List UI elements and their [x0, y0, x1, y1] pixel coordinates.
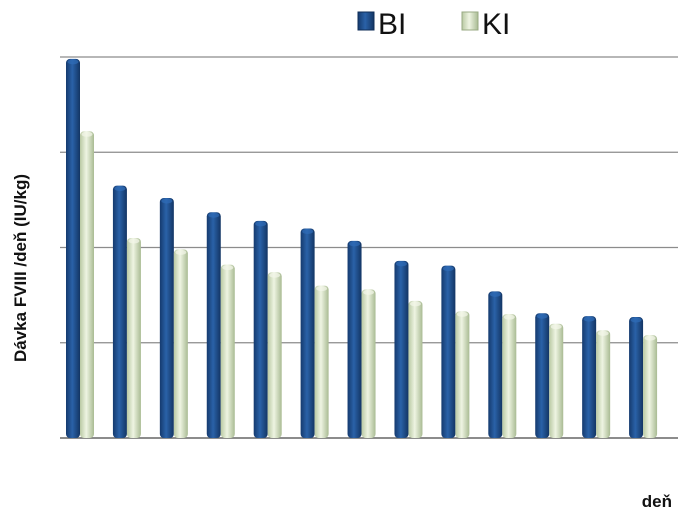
bar-bi-cap — [67, 59, 79, 65]
bar-bi — [582, 316, 597, 438]
bar-bi — [206, 212, 221, 438]
bar-ki — [455, 311, 470, 438]
bar-ki — [408, 300, 423, 438]
bar-bi-cap — [395, 261, 407, 267]
bar-ki-cap — [363, 289, 375, 295]
bar-bi-cap — [302, 228, 314, 234]
bar-bi-body — [488, 291, 503, 438]
y-axis-title: Dávka FVIII /deň (IU/kg) — [11, 174, 30, 362]
bar-bi-cap — [161, 198, 173, 204]
bar-bi — [347, 240, 362, 438]
bar-bi-body — [159, 197, 174, 438]
legend-label-bi: BI — [378, 8, 406, 41]
bar-bi-cap — [208, 212, 220, 218]
bar-ki — [220, 264, 235, 438]
bar-ki-cap — [409, 301, 421, 307]
bar-ki-cap — [128, 238, 140, 244]
bar-ki-cap — [644, 335, 656, 341]
bar-bi — [253, 220, 268, 438]
legend-item-bi: BI — [357, 8, 406, 41]
bar-bi-body — [582, 316, 597, 438]
bar-ki-cap — [316, 286, 328, 292]
bar-ki — [314, 285, 329, 438]
bar-ki-body — [314, 285, 329, 438]
bars — [66, 58, 658, 439]
bar-bi-body — [347, 240, 362, 438]
legend-swatch-ki — [461, 11, 479, 31]
bar-bi-cap — [255, 221, 267, 227]
bar-bi-body — [394, 260, 409, 438]
bar-bi-cap — [114, 186, 126, 192]
bar-bi-cap — [349, 241, 361, 247]
bar-ki — [643, 335, 658, 438]
bar-bi-body — [112, 185, 127, 438]
bar-ki-body — [173, 249, 188, 438]
bar-ki — [361, 289, 376, 438]
bar-ki — [596, 330, 611, 438]
bar-ki-body — [549, 323, 564, 438]
bar-bi-cap — [536, 313, 548, 319]
bar-ki-cap — [503, 314, 515, 320]
bar-bi — [535, 313, 550, 438]
bar-ki-cap — [175, 249, 187, 255]
bar-ki-body — [502, 314, 517, 438]
legend: BI KI — [357, 8, 510, 41]
bar-bi-cap — [442, 266, 454, 272]
bar-bi-body — [441, 265, 456, 438]
bar-ki-body — [455, 311, 470, 438]
bar-bi-cap — [489, 291, 501, 297]
bar-ki-cap — [597, 330, 609, 336]
bar-bi-body — [300, 228, 315, 438]
bar-bi — [112, 185, 127, 438]
bar-ki-body — [267, 272, 282, 438]
bar-ki — [267, 272, 282, 438]
bar-ki-body — [80, 131, 94, 439]
bar-bi-body — [66, 58, 80, 438]
bar-bi-body — [535, 313, 550, 438]
bar-bi-cap — [583, 316, 595, 322]
legend-label-ki: KI — [482, 8, 510, 41]
bar-ki-body — [596, 330, 611, 438]
bar-bi — [394, 260, 409, 438]
bar-ki-body — [408, 300, 423, 438]
bar-bi — [159, 197, 174, 438]
bar-ki-body — [126, 237, 141, 438]
bar-ki-cap — [269, 272, 281, 278]
bar-bi — [629, 317, 644, 438]
bar-ki-body — [643, 335, 658, 438]
bar-ki-body — [361, 289, 376, 438]
bar-ki-body — [220, 264, 235, 438]
bar-bi-cap — [630, 317, 642, 323]
bar-bi — [300, 228, 315, 438]
bar-ki — [173, 249, 188, 438]
x-axis-title: deň — [642, 492, 672, 511]
legend-swatch-bi — [357, 11, 375, 31]
legend-item-ki: KI — [461, 8, 510, 41]
bar-ki-cap — [222, 265, 234, 271]
bar-bi — [488, 291, 503, 438]
bar-bi — [66, 58, 80, 438]
bar-bi — [441, 265, 456, 438]
bar-ki-cap — [550, 324, 562, 330]
bar-bi-body — [253, 220, 268, 438]
bar-ki-cap — [81, 131, 93, 137]
bar-ki — [80, 131, 94, 439]
bar-ki — [126, 237, 141, 438]
bar-bi-body — [629, 317, 644, 438]
bar-bi-body — [206, 212, 221, 438]
bar-ki-cap — [456, 311, 468, 317]
bar-ki — [502, 314, 517, 438]
bar-ki — [549, 323, 564, 438]
